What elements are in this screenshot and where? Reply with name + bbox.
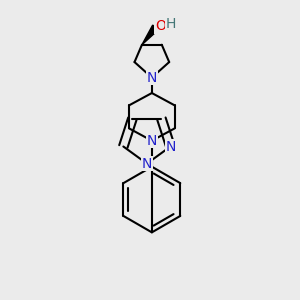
Text: O: O (155, 19, 166, 33)
Text: N: N (165, 140, 176, 154)
Text: N: N (147, 134, 157, 148)
Text: N: N (147, 70, 157, 85)
Text: H: H (165, 17, 176, 31)
Text: N: N (142, 157, 152, 171)
Polygon shape (142, 25, 158, 45)
